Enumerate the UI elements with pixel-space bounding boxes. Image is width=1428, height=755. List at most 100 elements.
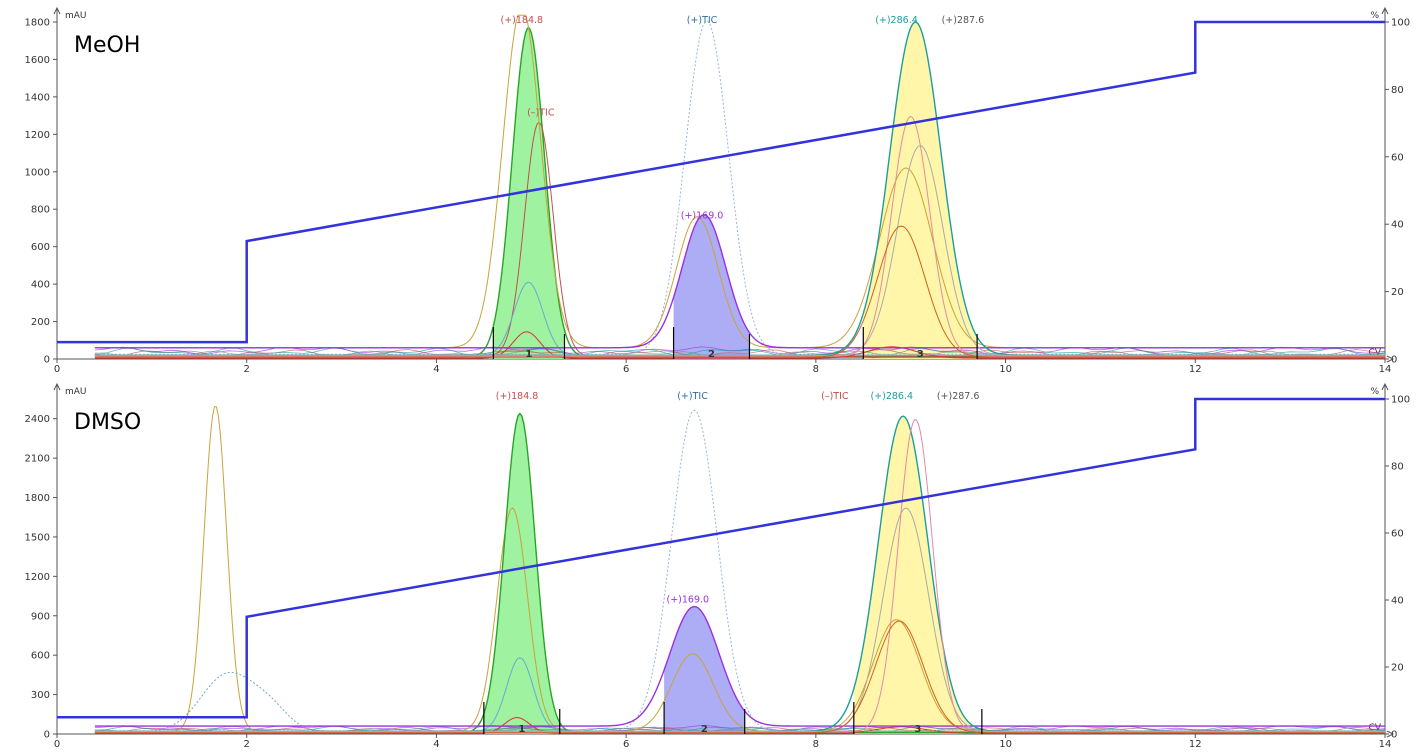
peak-label: (+)184.8 bbox=[496, 391, 539, 402]
fraction-number-label: 3 bbox=[917, 349, 924, 360]
series-line-5 bbox=[94, 331, 1385, 359]
series-line-1 bbox=[94, 406, 1385, 732]
y-tick-label: 1800 bbox=[25, 493, 50, 504]
y2-unit-label: % bbox=[1370, 387, 1379, 397]
baseline-noise-trace bbox=[94, 347, 1386, 356]
series-line-8 bbox=[94, 415, 1385, 733]
y-tick-label: 800 bbox=[31, 205, 50, 216]
baseline-noise-trace bbox=[94, 346, 1386, 355]
y2-axis-arrow-icon bbox=[1381, 382, 1389, 391]
x-tick-label: 10 bbox=[999, 739, 1012, 750]
y-tick-label: 1600 bbox=[25, 55, 50, 66]
y2-tick-label: 40 bbox=[1391, 596, 1404, 607]
x-tick-label: 4 bbox=[433, 739, 439, 750]
peak-label: (+)286.4 bbox=[870, 391, 913, 402]
fraction-number-label: 3 bbox=[914, 724, 921, 735]
peak-label: (+)287.6 bbox=[937, 391, 980, 402]
x-axis-arrow-icon bbox=[1386, 355, 1395, 363]
series-line-1 bbox=[94, 27, 1385, 358]
series-line-9 bbox=[94, 145, 1385, 356]
x-tick-label: 8 bbox=[813, 739, 819, 750]
baseline-noise-trace bbox=[94, 725, 1386, 732]
x-tick-label: 14 bbox=[1379, 739, 1392, 750]
y-tick-label: 0 bbox=[44, 730, 50, 741]
series-line-10 bbox=[94, 419, 1385, 733]
peak-label: (+)169.0 bbox=[667, 595, 710, 606]
series-line-3 bbox=[94, 412, 1385, 734]
y2-unit-label: % bbox=[1370, 11, 1379, 21]
y2-tick-label: 60 bbox=[1391, 152, 1404, 163]
fraction-fill-3 bbox=[853, 416, 982, 734]
x-tick-label: 4 bbox=[433, 364, 439, 375]
series-line-7 bbox=[94, 605, 1385, 727]
fraction-number-label: 2 bbox=[708, 349, 715, 360]
series-line-6 bbox=[94, 409, 1385, 732]
x-tick-label: 6 bbox=[623, 364, 629, 375]
peak-label: (+)286.4 bbox=[875, 15, 918, 26]
y-tick-label: 600 bbox=[31, 651, 50, 662]
fraction-number-label: 1 bbox=[525, 349, 532, 360]
y-tick-label: 300 bbox=[31, 690, 50, 701]
peak-label: (+)TIC bbox=[687, 15, 718, 26]
y-unit-label: mAU bbox=[65, 11, 87, 21]
y-tick-label: 1200 bbox=[25, 130, 50, 141]
peak-label: (–)TIC bbox=[527, 108, 555, 119]
x-tick-label: 12 bbox=[1189, 739, 1202, 750]
y-tick-label: 0 bbox=[44, 355, 50, 366]
y-tick-label: 1000 bbox=[25, 167, 50, 178]
x-tick-label: 12 bbox=[1189, 364, 1202, 375]
sample-label: DMSO bbox=[74, 410, 141, 435]
peak-label: (+)TIC bbox=[677, 391, 708, 402]
fraction-fill-1 bbox=[483, 413, 560, 734]
y-axis-arrow-icon bbox=[53, 6, 61, 15]
y2-tick-label: 20 bbox=[1391, 663, 1404, 674]
chart-panel-1: 0200400600800100012001400160018000204060… bbox=[25, 6, 1410, 375]
sample-label: MeOH bbox=[74, 33, 140, 58]
y-tick-label: 200 bbox=[31, 317, 50, 328]
peak-label: (+)169.0 bbox=[681, 211, 724, 222]
x-tick-label: 0 bbox=[54, 364, 60, 375]
fraction-fill-2 bbox=[673, 214, 750, 359]
y-tick-label: 2100 bbox=[25, 454, 50, 465]
y-tick-label: 900 bbox=[31, 611, 50, 622]
x-tick-label: 2 bbox=[244, 364, 250, 375]
y2-tick-label: 0 bbox=[1391, 730, 1397, 741]
y2-tick-label: 80 bbox=[1391, 85, 1404, 96]
series-line-5 bbox=[94, 717, 1385, 734]
peak-label: (+)287.6 bbox=[942, 15, 985, 26]
y2-tick-label: 0 bbox=[1391, 355, 1397, 366]
x-axis-arrow-icon bbox=[1386, 730, 1395, 738]
x-tick-label: 6 bbox=[623, 739, 629, 750]
series-line-11 bbox=[94, 620, 1385, 734]
y-tick-label: 1500 bbox=[25, 532, 50, 543]
y2-tick-label: 100 bbox=[1391, 18, 1410, 29]
x-tick-label: 0 bbox=[54, 739, 60, 750]
y2-tick-label: 100 bbox=[1391, 395, 1410, 406]
y-axis-arrow-icon bbox=[53, 382, 61, 391]
x-tick-label: 8 bbox=[813, 364, 819, 375]
y2-axis-arrow-icon bbox=[1381, 6, 1389, 15]
fraction-fill-3 bbox=[863, 22, 978, 359]
x-tick-label: 14 bbox=[1379, 364, 1392, 375]
y2-tick-label: 80 bbox=[1391, 462, 1404, 473]
series-line-6 bbox=[94, 20, 1385, 355]
series-line-11 bbox=[94, 225, 1385, 358]
fraction-number-label: 2 bbox=[701, 724, 708, 735]
fraction-number-label: 1 bbox=[518, 724, 525, 735]
chart-panel-2: 0300600900120015001800210024000204060801… bbox=[25, 382, 1410, 750]
y2-tick-label: 60 bbox=[1391, 529, 1404, 540]
series-line-9 bbox=[94, 507, 1385, 732]
x-tick-label: 10 bbox=[999, 364, 1012, 375]
y-tick-label: 1800 bbox=[25, 18, 50, 29]
gradient-line bbox=[57, 20, 1385, 344]
peak-label: (–)TIC bbox=[821, 391, 849, 402]
peak-label: (+)184.8 bbox=[501, 15, 544, 26]
x-tick-label: 2 bbox=[244, 739, 250, 750]
y-unit-label: mAU bbox=[65, 387, 87, 397]
y2-tick-label: 40 bbox=[1391, 220, 1404, 231]
y-tick-label: 1400 bbox=[25, 92, 50, 103]
y-tick-label: 2400 bbox=[25, 414, 50, 425]
y-tick-label: 1200 bbox=[25, 572, 50, 583]
